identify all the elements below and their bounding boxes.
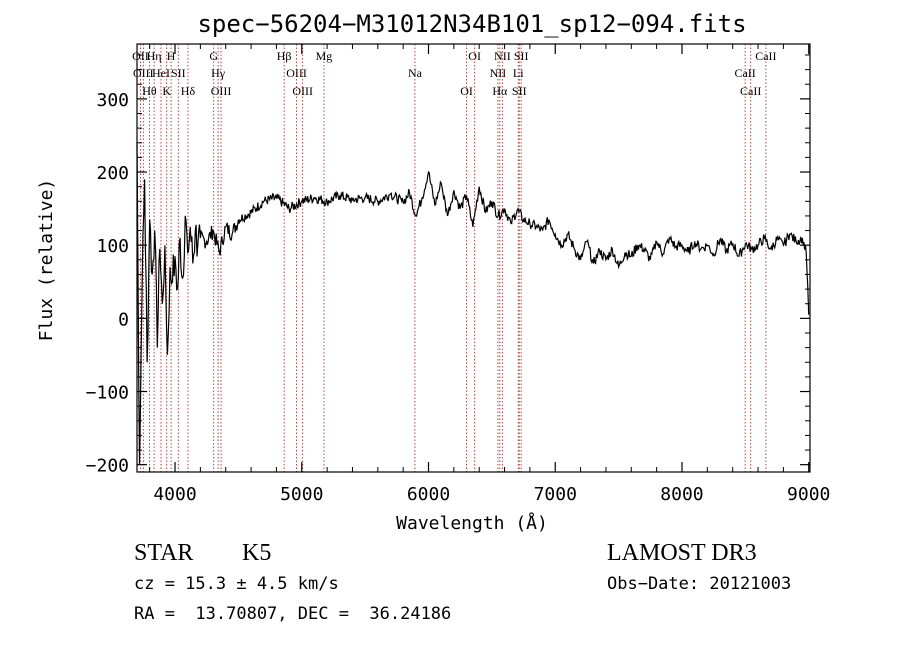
y-tick-label: −100 — [86, 383, 129, 404]
spectral-line-label: Na — [408, 66, 423, 80]
spectral-line-label: H — [167, 49, 176, 63]
spectral-line-label: OIII — [292, 84, 313, 98]
y-tick-label: 100 — [96, 236, 129, 257]
spectral-line-label: G — [209, 49, 218, 63]
plot-frame — [136, 43, 811, 473]
x-tick-label: 5000 — [280, 484, 323, 505]
x-tick-label: 6000 — [407, 484, 450, 505]
y-axis-label: Flux (relative) — [36, 179, 57, 342]
spectral-line-label: CaII — [755, 49, 776, 63]
y-axis: −200 −100 0 100 200 300 — [86, 54, 810, 477]
spectral-line-label: Li — [513, 66, 524, 80]
spectral-line-label: K — [162, 84, 171, 98]
y-tick-label: 200 — [96, 163, 129, 184]
spectral-line-label: Mg — [316, 49, 333, 63]
y-tick-label: 300 — [96, 90, 129, 111]
spectral-line-label: CaII — [734, 66, 755, 80]
spectral-line-label: Hη — [147, 49, 162, 63]
spectral-line-label: Hα — [492, 84, 508, 98]
object-subclass: K5 — [242, 540, 272, 566]
chart-title: spec−56204−M31012N34B101_sp12−094.fits — [197, 10, 746, 38]
redshift-readout: cz = 15.3 ± 4.5 km/s — [134, 574, 339, 594]
spectral-line-label: SII — [171, 66, 186, 80]
x-axis: 4000 5000 6000 7000 8000 9000 — [149, 44, 830, 505]
y-tick-label: 0 — [118, 309, 129, 330]
spectral-line-label: OI — [460, 84, 473, 98]
spectral-line-label: NII — [490, 66, 507, 80]
spectral-line-label: CaII — [740, 84, 761, 98]
spectral-line-label: OI — [468, 49, 481, 63]
spectral-line-labels: OII OIII Hθ Hη HeI K H SII Hδ G Hγ OIII Hβ OIII OIII Mg… — [132, 49, 776, 98]
spectral-line-label: Hβ — [277, 49, 292, 63]
observation-date: Obs−Date: 20121003 — [607, 574, 792, 594]
spectral-line-label: Hθ — [142, 84, 157, 98]
x-tick-label: 9000 — [787, 484, 830, 505]
x-axis-label: Wavelength (Å) — [396, 512, 548, 534]
spectral-line-label: OIII — [211, 84, 232, 98]
survey-name: LAMOST DR3 — [607, 540, 757, 566]
spectral-line-label: NII — [494, 49, 511, 63]
x-tick-label: 4000 — [153, 484, 196, 505]
spectral-line-label: OIII — [133, 66, 154, 80]
y-tick-label: −200 — [86, 456, 129, 477]
spectral-line-label: SII — [512, 84, 527, 98]
x-tick-label: 8000 — [660, 484, 703, 505]
spectral-line-markers — [139, 44, 767, 472]
object-class: STAR — [134, 540, 194, 566]
spectral-line-label: Hδ — [181, 84, 196, 98]
spectral-line-label: SII — [514, 49, 529, 63]
coordinates-readout: RA = 13.70807, DEC = 36.24186 — [134, 604, 452, 624]
spectral-line-label: OII — [132, 49, 149, 63]
spectrum-series — [136, 142, 810, 465]
spectral-line-label: HeI — [152, 66, 170, 80]
spectral-line-label: OIII — [286, 66, 307, 80]
x-tick-label: 7000 — [534, 484, 577, 505]
spectral-line-label: Hγ — [211, 66, 226, 80]
